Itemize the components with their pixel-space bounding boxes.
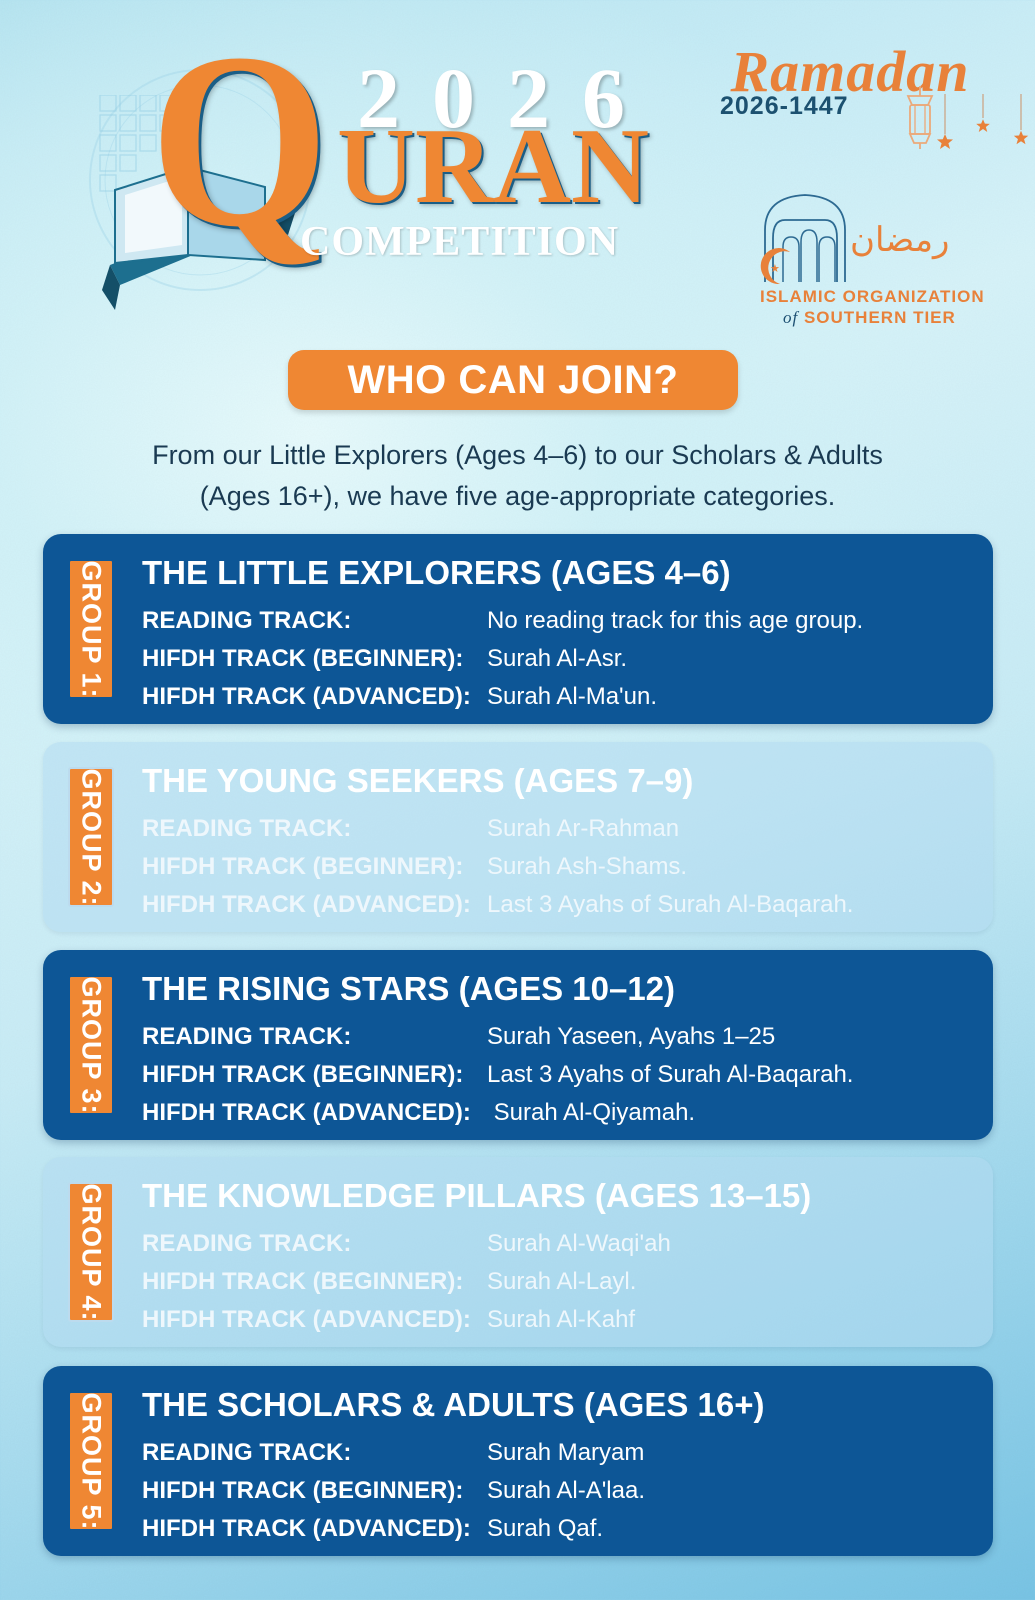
svg-text:★: ★ [770,263,780,275]
